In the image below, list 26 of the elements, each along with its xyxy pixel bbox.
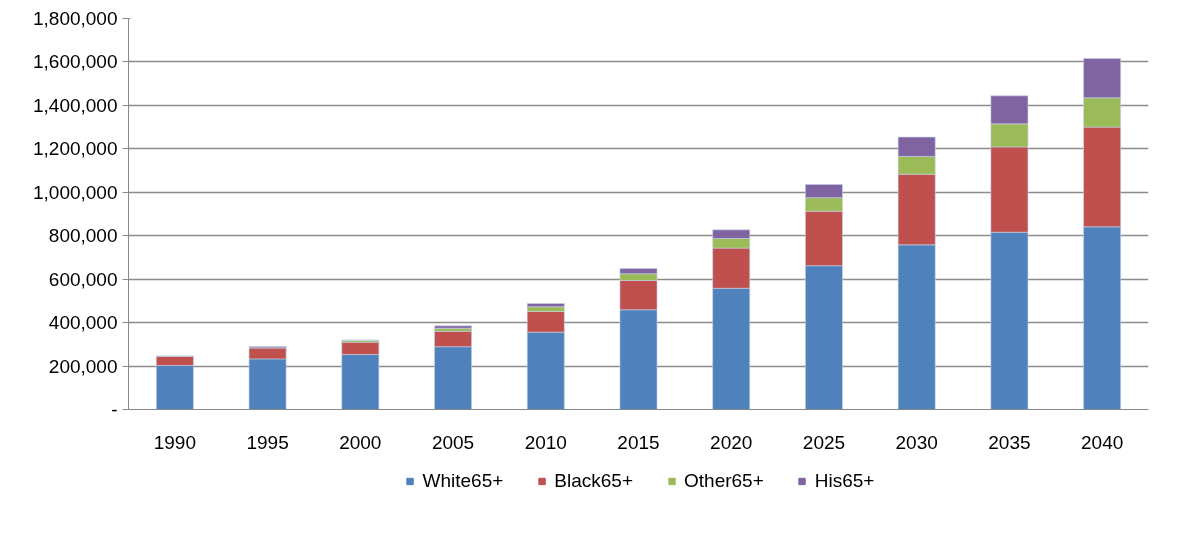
x-tick-label: 2040 <box>1081 431 1124 453</box>
y-tick-label: 400,000 <box>48 312 118 334</box>
y-tick-label: 800,000 <box>48 225 118 247</box>
x-tick-label: 2035 <box>988 431 1031 453</box>
y-tick-label: 200,000 <box>48 355 118 377</box>
x-tick-label: 2000 <box>339 431 382 453</box>
x-tick-label: 1990 <box>153 431 197 453</box>
bar <box>526 303 565 308</box>
y-tick-label: 600,000 <box>48 268 118 290</box>
x-tick-label: 2025 <box>802 431 846 453</box>
y-tick-label: 1,800,000 <box>32 8 118 29</box>
y-tick-label: 1,400,000 <box>32 94 118 116</box>
x-tick-label: 2020 <box>710 431 753 453</box>
legend-label: His65+ <box>814 470 875 492</box>
x-tick-label: 2005 <box>431 431 475 453</box>
legend-label: Black65+ <box>554 470 634 492</box>
y-tick-label: 1,000,000 <box>32 181 118 203</box>
y-tick-label: - <box>111 399 118 420</box>
legend-label: Other65+ <box>684 470 764 492</box>
y-tick-label: 1,200,000 <box>32 138 118 160</box>
x-tick-label: 2030 <box>895 431 938 453</box>
x-tick-label: 1995 <box>246 431 289 453</box>
legend-label: White65+ <box>422 470 504 492</box>
x-tick-label: 2015 <box>617 431 660 453</box>
x-tick-label: 2010 <box>524 431 567 453</box>
y-tick-label: 1,600,000 <box>32 51 118 73</box>
